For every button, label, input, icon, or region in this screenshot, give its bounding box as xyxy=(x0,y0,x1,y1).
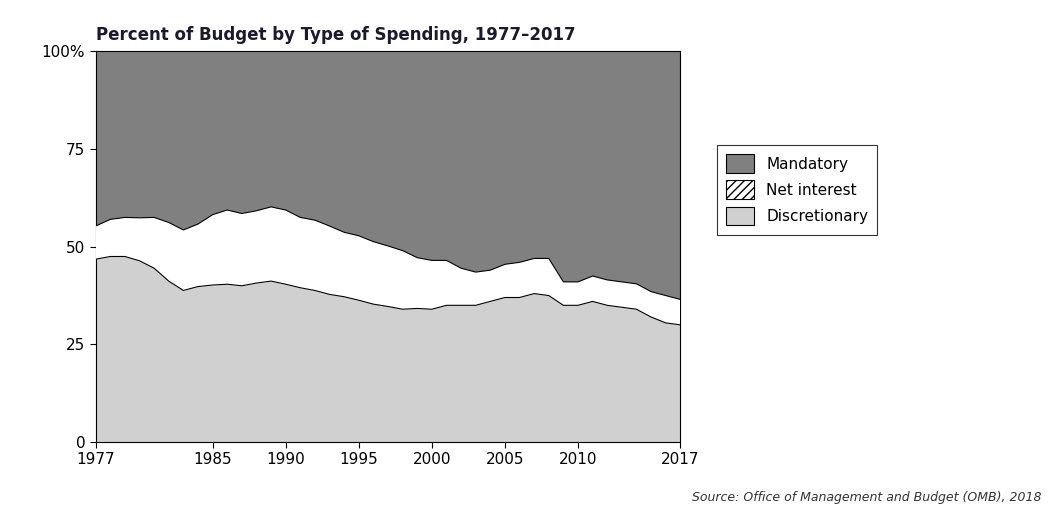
Text: Source: Office of Management and Budget (OMB), 2018: Source: Office of Management and Budget … xyxy=(692,491,1042,504)
Legend: Mandatory, Net interest, Discretionary: Mandatory, Net interest, Discretionary xyxy=(718,145,877,234)
Text: Percent of Budget by Type of Spending, 1977–2017: Percent of Budget by Type of Spending, 1… xyxy=(96,26,575,44)
